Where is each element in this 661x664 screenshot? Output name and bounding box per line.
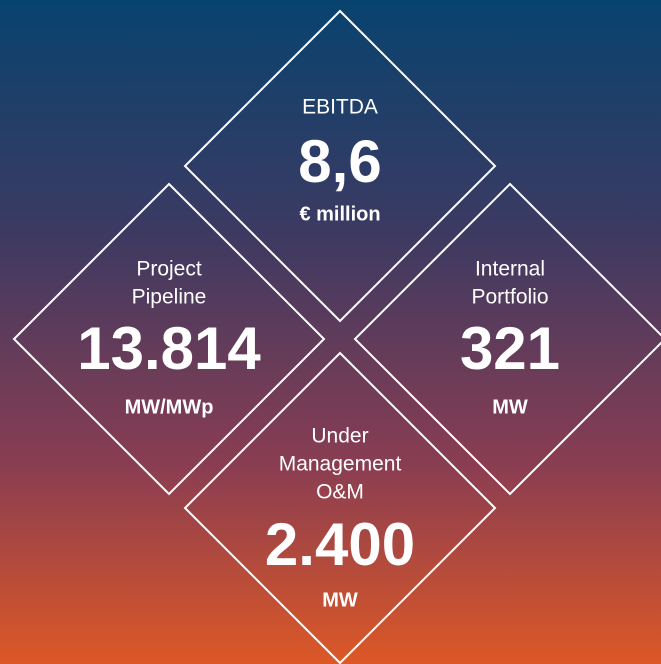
tile-value: 321 <box>460 315 560 382</box>
tile-value: 8,6 <box>298 128 381 195</box>
tile-unit: € million <box>299 203 380 225</box>
tile-label: Internal <box>475 258 545 281</box>
tile-label: Under <box>311 425 368 448</box>
tile-unit: MW <box>322 589 358 611</box>
diamond <box>353 182 661 496</box>
tile-value: 13.814 <box>77 315 261 382</box>
tile-label: O&M <box>316 481 364 504</box>
tile-label: Management <box>279 453 402 476</box>
diamond <box>183 351 497 664</box>
diamond <box>183 9 497 323</box>
tiles: EBITDA 8,6 € million Project Pipeline 13.814 M… <box>12 9 661 664</box>
tile-label: Pipeline <box>132 286 207 309</box>
tile-value: 2.400 <box>265 511 415 578</box>
tile-label: EBITDA <box>302 96 378 119</box>
tile-label: Portfolio <box>471 286 548 309</box>
tile-unit: MW/MWp <box>125 396 214 418</box>
tile-label: Project <box>136 258 202 281</box>
tile-unit: MW <box>492 396 528 418</box>
diamond <box>12 182 326 496</box>
